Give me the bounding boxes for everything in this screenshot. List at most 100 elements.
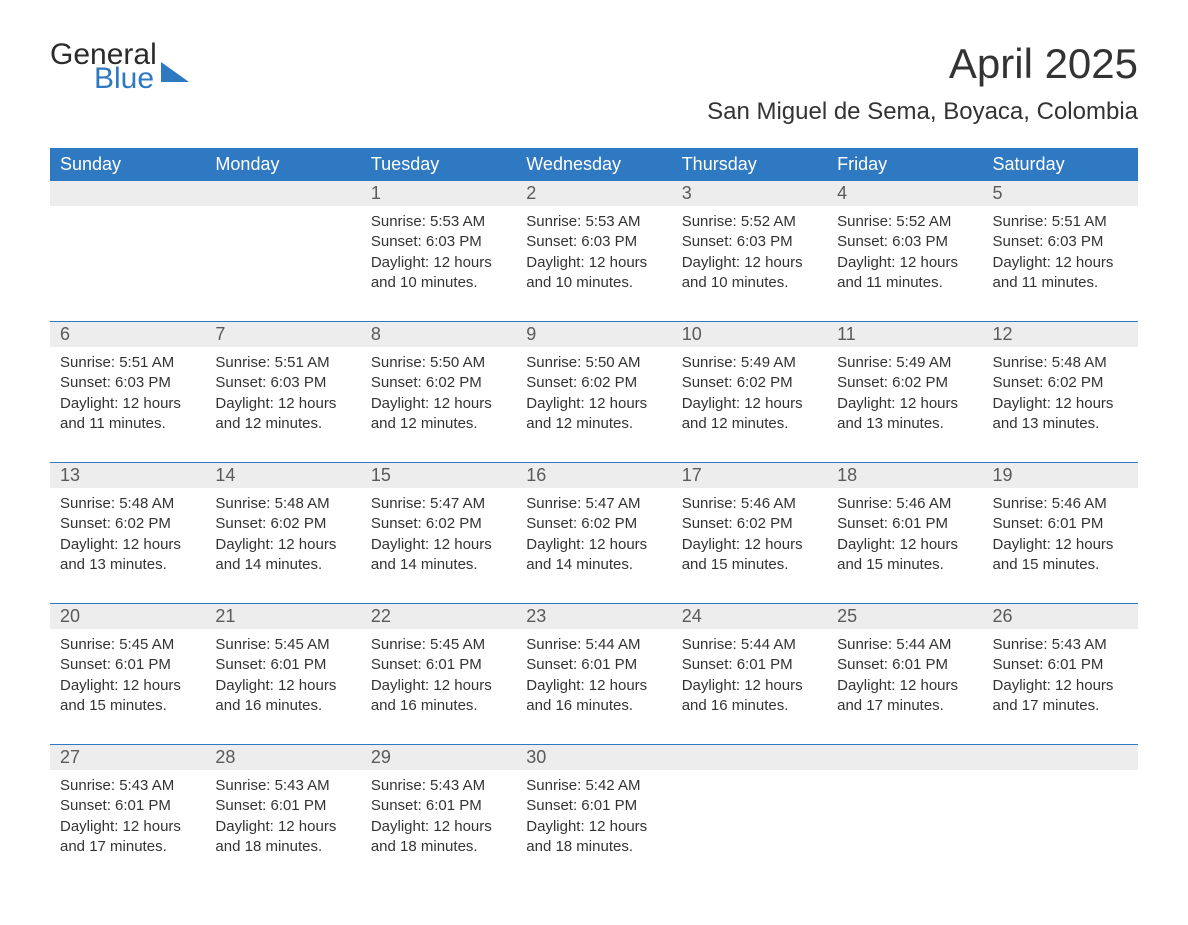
day-number-cell: 26 [983,604,1138,630]
daylight-text: Daylight: 12 hours and 14 minutes. [371,535,506,576]
day-data-cell: Sunrise: 5:44 AMSunset: 6:01 PMDaylight:… [516,629,671,745]
day-number-cell [983,745,1138,771]
sunrise-text: Sunrise: 5:53 AM [526,212,661,232]
sunrise-text: Sunrise: 5:51 AM [993,212,1128,232]
day-data-cell: Sunrise: 5:50 AMSunset: 6:02 PMDaylight:… [361,347,516,463]
day-number-cell [827,745,982,771]
day-number-cell: 5 [983,181,1138,206]
sunrise-text: Sunrise: 5:47 AM [371,494,506,514]
day-data-cell [827,770,982,885]
day-data-row: Sunrise: 5:48 AMSunset: 6:02 PMDaylight:… [50,488,1138,604]
sunset-text: Sunset: 6:03 PM [215,373,350,393]
day-number-cell: 7 [205,322,360,348]
day-number-cell: 15 [361,463,516,489]
daylight-text: Daylight: 12 hours and 12 minutes. [371,394,506,435]
day-number-row: 12345 [50,181,1138,206]
sunset-text: Sunset: 6:02 PM [526,514,661,534]
sunrise-text: Sunrise: 5:43 AM [215,776,350,796]
sunset-text: Sunset: 6:01 PM [526,796,661,816]
day-data-cell: Sunrise: 5:49 AMSunset: 6:02 PMDaylight:… [827,347,982,463]
sunset-text: Sunset: 6:01 PM [993,655,1128,675]
day-data-cell: Sunrise: 5:51 AMSunset: 6:03 PMDaylight:… [50,347,205,463]
sunrise-text: Sunrise: 5:51 AM [215,353,350,373]
day-data-cell: Sunrise: 5:46 AMSunset: 6:01 PMDaylight:… [827,488,982,604]
day-data-cell: Sunrise: 5:45 AMSunset: 6:01 PMDaylight:… [50,629,205,745]
day-number-cell: 29 [361,745,516,771]
sunrise-text: Sunrise: 5:49 AM [837,353,972,373]
weekday-header: Tuesday [361,148,516,181]
day-number-cell: 12 [983,322,1138,348]
day-number-cell: 17 [672,463,827,489]
day-number-cell: 28 [205,745,360,771]
day-data-cell: Sunrise: 5:46 AMSunset: 6:01 PMDaylight:… [983,488,1138,604]
sunset-text: Sunset: 6:02 PM [371,514,506,534]
day-number-row: 6789101112 [50,322,1138,348]
weekday-header: Wednesday [516,148,671,181]
day-number-cell: 20 [50,604,205,630]
sunset-text: Sunset: 6:03 PM [526,232,661,252]
sunrise-text: Sunrise: 5:49 AM [682,353,817,373]
day-number-cell: 11 [827,322,982,348]
day-data-cell: Sunrise: 5:45 AMSunset: 6:01 PMDaylight:… [361,629,516,745]
sunrise-text: Sunrise: 5:44 AM [837,635,972,655]
sunset-text: Sunset: 6:01 PM [837,514,972,534]
day-data-cell: Sunrise: 5:43 AMSunset: 6:01 PMDaylight:… [205,770,360,885]
day-number-row: 20212223242526 [50,604,1138,630]
sunrise-text: Sunrise: 5:42 AM [526,776,661,796]
daylight-text: Daylight: 12 hours and 14 minutes. [215,535,350,576]
day-data-cell: Sunrise: 5:44 AMSunset: 6:01 PMDaylight:… [672,629,827,745]
sunrise-text: Sunrise: 5:44 AM [526,635,661,655]
day-number-cell: 19 [983,463,1138,489]
day-number-cell [205,181,360,206]
brand-triangle-icon [161,62,189,82]
day-data-cell: Sunrise: 5:53 AMSunset: 6:03 PMDaylight:… [361,206,516,322]
sunrise-text: Sunrise: 5:46 AM [993,494,1128,514]
daylight-text: Daylight: 12 hours and 11 minutes. [60,394,195,435]
day-data-cell: Sunrise: 5:53 AMSunset: 6:03 PMDaylight:… [516,206,671,322]
day-data-cell: Sunrise: 5:46 AMSunset: 6:02 PMDaylight:… [672,488,827,604]
sunset-text: Sunset: 6:01 PM [215,655,350,675]
sunrise-text: Sunrise: 5:47 AM [526,494,661,514]
sunset-text: Sunset: 6:02 PM [993,373,1128,393]
day-data-cell: Sunrise: 5:50 AMSunset: 6:02 PMDaylight:… [516,347,671,463]
day-number-cell: 22 [361,604,516,630]
sunset-text: Sunset: 6:01 PM [60,796,195,816]
weekday-header-row: SundayMondayTuesdayWednesdayThursdayFrid… [50,148,1138,181]
sunset-text: Sunset: 6:03 PM [837,232,972,252]
sunrise-text: Sunrise: 5:50 AM [371,353,506,373]
day-data-cell: Sunrise: 5:43 AMSunset: 6:01 PMDaylight:… [361,770,516,885]
daylight-text: Daylight: 12 hours and 10 minutes. [682,253,817,294]
day-number-cell: 30 [516,745,671,771]
day-number-row: 13141516171819 [50,463,1138,489]
sunset-text: Sunset: 6:02 PM [371,373,506,393]
daylight-text: Daylight: 12 hours and 13 minutes. [60,535,195,576]
daylight-text: Daylight: 12 hours and 17 minutes. [60,817,195,858]
daylight-text: Daylight: 12 hours and 12 minutes. [215,394,350,435]
sunset-text: Sunset: 6:01 PM [682,655,817,675]
day-data-cell: Sunrise: 5:45 AMSunset: 6:01 PMDaylight:… [205,629,360,745]
daylight-text: Daylight: 12 hours and 15 minutes. [837,535,972,576]
daylight-text: Daylight: 12 hours and 16 minutes. [215,676,350,717]
day-number-cell [50,181,205,206]
sunset-text: Sunset: 6:02 PM [215,514,350,534]
sunset-text: Sunset: 6:02 PM [682,514,817,534]
month-title: April 2025 [707,40,1138,88]
day-data-cell [672,770,827,885]
sunrise-text: Sunrise: 5:46 AM [837,494,972,514]
weekday-header: Saturday [983,148,1138,181]
day-number-cell: 2 [516,181,671,206]
sunrise-text: Sunrise: 5:43 AM [371,776,506,796]
day-number-cell: 6 [50,322,205,348]
weekday-header: Monday [205,148,360,181]
sunrise-text: Sunrise: 5:51 AM [60,353,195,373]
daylight-text: Daylight: 12 hours and 15 minutes. [682,535,817,576]
day-data-cell: Sunrise: 5:48 AMSunset: 6:02 PMDaylight:… [983,347,1138,463]
day-data-cell: Sunrise: 5:51 AMSunset: 6:03 PMDaylight:… [983,206,1138,322]
daylight-text: Daylight: 12 hours and 12 minutes. [526,394,661,435]
daylight-text: Daylight: 12 hours and 15 minutes. [993,535,1128,576]
day-data-cell: Sunrise: 5:51 AMSunset: 6:03 PMDaylight:… [205,347,360,463]
sunrise-text: Sunrise: 5:45 AM [371,635,506,655]
daylight-text: Daylight: 12 hours and 11 minutes. [837,253,972,294]
sunrise-text: Sunrise: 5:48 AM [215,494,350,514]
daylight-text: Daylight: 12 hours and 13 minutes. [837,394,972,435]
